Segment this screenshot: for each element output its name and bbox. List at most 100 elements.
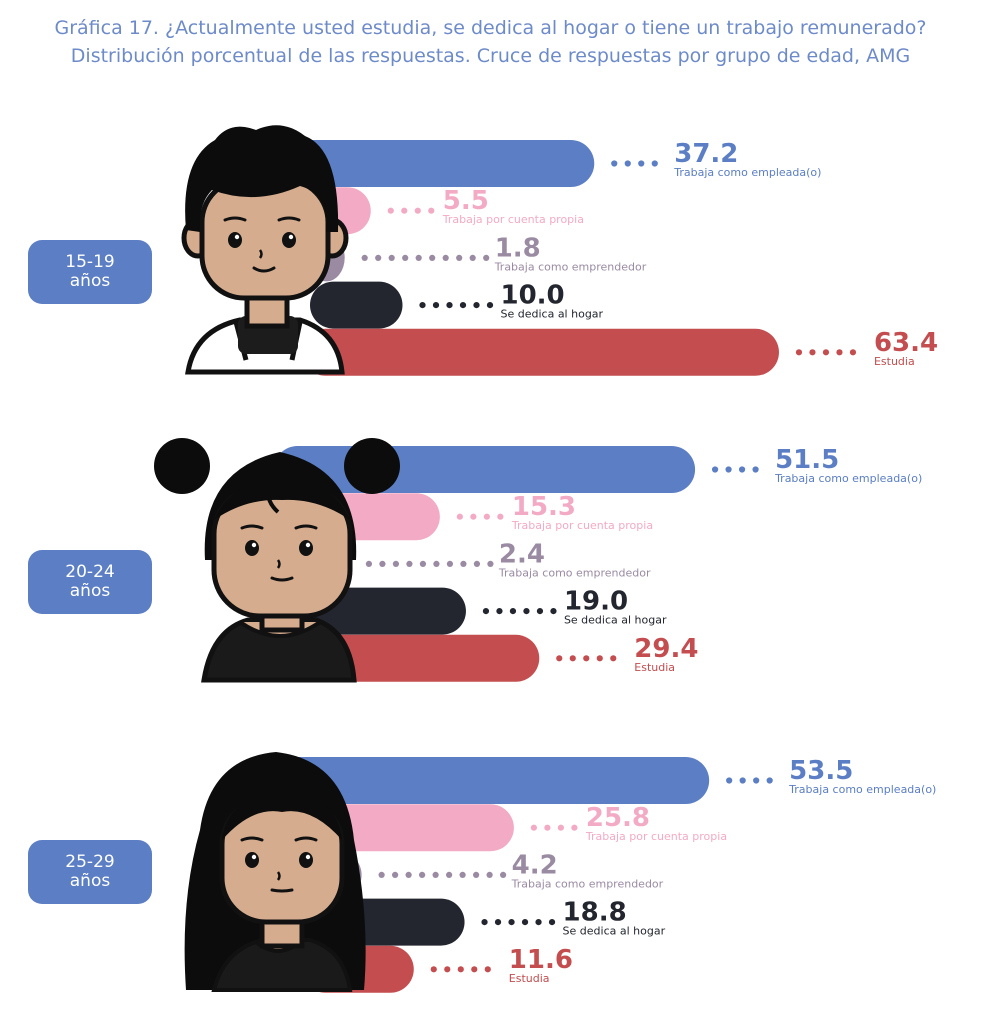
- leader-dot: [557, 824, 564, 831]
- eye-shine: [305, 542, 311, 548]
- leader-dot: [483, 513, 490, 520]
- hair-bun: [344, 438, 400, 494]
- bar-4: [302, 328, 779, 376]
- bar-3: [310, 281, 403, 329]
- leader-dot: [766, 777, 773, 784]
- leader-dot: [429, 254, 436, 261]
- data-label: 1.8: [495, 233, 541, 263]
- leader-dot: [456, 513, 463, 520]
- hair-bun: [154, 438, 210, 494]
- leader-dot: [849, 349, 857, 356]
- leader-dot: [752, 466, 759, 473]
- age-unit: años: [69, 581, 111, 601]
- leader-dot: [432, 871, 439, 879]
- data-label: 51.5: [775, 445, 839, 475]
- mouth: [270, 888, 294, 893]
- data-label: 19.0: [564, 587, 628, 617]
- bar-0: [274, 140, 595, 187]
- leader-dot: [725, 466, 732, 473]
- leader-dot: [611, 160, 618, 167]
- leader-dot: [500, 871, 507, 879]
- top: [211, 938, 353, 992]
- data-label: 29.4: [634, 634, 698, 664]
- leader-dot: [569, 655, 576, 662]
- leader-dot: [457, 966, 464, 973]
- leader-dot: [446, 871, 453, 879]
- leader-dot: [379, 560, 386, 568]
- leader-dot: [738, 466, 746, 473]
- data-label: 15.3: [512, 492, 576, 522]
- data-label: 18.8: [563, 898, 627, 928]
- leader-dot: [508, 919, 515, 926]
- leader-dot: [406, 560, 413, 568]
- leader-dot: [494, 919, 502, 926]
- data-label: 25.8: [586, 803, 650, 833]
- leader-dot: [428, 207, 435, 214]
- leader-dot: [444, 966, 451, 973]
- mouth: [252, 266, 276, 273]
- leader-dot: [388, 254, 395, 261]
- leader-dot: [536, 608, 544, 615]
- leader-dot: [795, 349, 803, 356]
- bar-4: [302, 634, 540, 682]
- leader-dot: [497, 513, 504, 520]
- leader-dot: [482, 608, 490, 615]
- bangs: [214, 476, 350, 520]
- leader-dot: [486, 871, 493, 879]
- leader-dot: [596, 655, 603, 662]
- leader-dot: [432, 302, 440, 309]
- data-label: 10.0: [501, 281, 565, 311]
- leader-dot: [583, 655, 590, 662]
- eye: [282, 232, 296, 248]
- leader-dot: [446, 560, 454, 568]
- chart-title: Gráfica 17. ¿Actualmente usted estudia, …: [54, 17, 927, 39]
- leader-dot: [402, 254, 409, 261]
- eye-shine: [251, 854, 257, 860]
- data-label: 5.5: [443, 186, 489, 216]
- leader-dot: [470, 513, 477, 520]
- nose: [276, 871, 281, 881]
- nose: [276, 559, 281, 569]
- brow: [223, 216, 247, 222]
- leader-dot: [365, 560, 373, 568]
- leader-dot: [726, 777, 733, 784]
- leader-dot: [521, 919, 529, 926]
- age-group-label: 20-24 años: [28, 550, 152, 614]
- character-girl-buns: [154, 438, 400, 683]
- leader-dot: [822, 349, 830, 356]
- leader-dot: [419, 560, 427, 568]
- chart-subtitle: Distribución porcentual de las respuesta…: [70, 45, 911, 67]
- face: [199, 177, 331, 301]
- leader-dot: [530, 824, 537, 831]
- leader-dot: [419, 302, 426, 309]
- category-label: Trabaja como emprendedor: [498, 566, 651, 579]
- leader-dot: [392, 871, 399, 879]
- leader-dot: [548, 919, 556, 926]
- data-label: 4.2: [512, 850, 558, 880]
- leader-dot: [473, 560, 481, 568]
- eye-shine: [251, 542, 257, 548]
- leader-dot: [442, 254, 449, 261]
- leader-dot: [535, 919, 542, 926]
- leader-dot: [378, 871, 385, 879]
- category-label: Trabaja por cuenta propia: [442, 213, 584, 226]
- leader-dot: [375, 254, 382, 261]
- leader-dot: [550, 608, 557, 615]
- leader-dot: [361, 254, 368, 261]
- category-label: Se dedica al hogar: [501, 308, 604, 321]
- age-range: 15-19: [65, 252, 115, 272]
- age-range: 25-29: [65, 852, 115, 872]
- leader-dot: [405, 871, 412, 879]
- leader-dot: [496, 608, 503, 615]
- bangs: [222, 790, 342, 840]
- leader-dot: [556, 655, 563, 662]
- data-label: 37.2: [674, 139, 738, 169]
- data-label: 2.4: [499, 539, 545, 569]
- eye-shine: [288, 234, 294, 240]
- leader-dot: [809, 349, 816, 356]
- leader-dot: [651, 160, 658, 167]
- age-unit: años: [69, 271, 111, 291]
